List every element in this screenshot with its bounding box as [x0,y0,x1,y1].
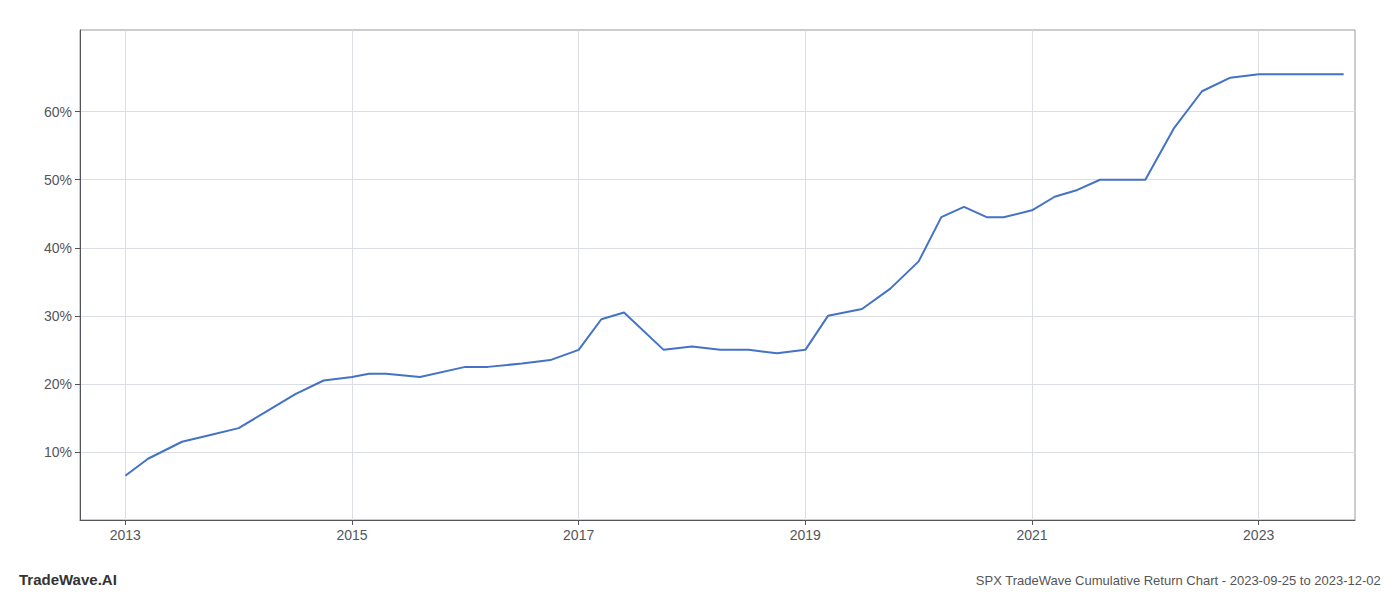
svg-text:2023: 2023 [1243,527,1274,543]
svg-text:50%: 50% [44,172,72,188]
svg-text:2017: 2017 [563,527,594,543]
svg-text:20%: 20% [44,376,72,392]
svg-text:2015: 2015 [336,527,367,543]
svg-text:2013: 2013 [110,527,141,543]
svg-text:60%: 60% [44,104,72,120]
svg-text:TradeWave.AI: TradeWave.AI [19,571,117,588]
svg-text:SPX TradeWave Cumulative Retur: SPX TradeWave Cumulative Return Chart - … [976,573,1381,588]
svg-text:30%: 30% [44,308,72,324]
svg-text:2021: 2021 [1016,527,1047,543]
svg-text:10%: 10% [44,444,72,460]
svg-text:40%: 40% [44,240,72,256]
svg-text:2019: 2019 [790,527,821,543]
